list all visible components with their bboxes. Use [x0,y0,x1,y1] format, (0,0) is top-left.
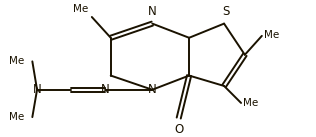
Text: Me: Me [9,56,24,66]
Text: N: N [33,83,41,96]
Text: Me: Me [264,30,279,40]
Text: O: O [174,123,183,136]
Text: N: N [148,83,157,96]
Text: N: N [148,5,157,18]
Text: Me: Me [9,112,24,122]
Text: Me: Me [73,4,88,14]
Text: N: N [101,83,109,96]
Text: S: S [222,5,230,18]
Text: Me: Me [243,98,258,108]
